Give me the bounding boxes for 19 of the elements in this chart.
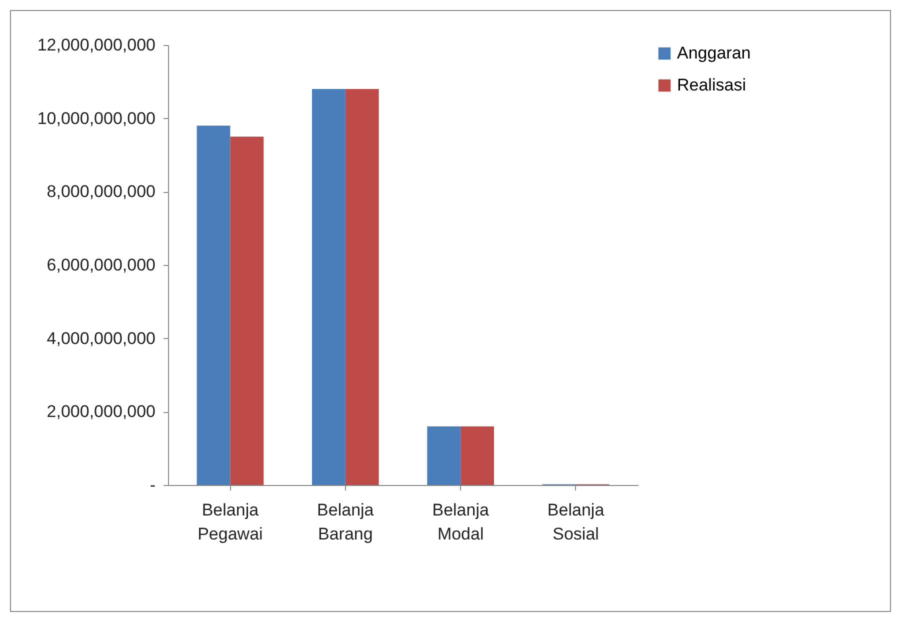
y-tick-label: 10,000,000,000 — [37, 108, 156, 128]
legend-label: Realisasi — [677, 76, 746, 94]
y-tick-label: 8,000,000,000 — [46, 182, 156, 202]
x-tick-label: Belanja Barang — [317, 500, 374, 544]
y-tick-label: 6,000,000,000 — [46, 256, 156, 274]
y-tick-label: 2,000,000,000 — [46, 402, 156, 422]
y-tick-label: 4,000,000,000 — [46, 328, 156, 348]
x-tick-label: Belanja Modal — [432, 500, 490, 544]
bar — [345, 89, 379, 485]
bar — [427, 426, 461, 485]
bar — [312, 89, 346, 485]
legend-label: Anggaran — [677, 44, 751, 62]
bar — [460, 426, 494, 485]
y-tick-label: 12,000,000,000 — [37, 36, 156, 54]
x-tick-label: Belanja Pegawai — [198, 500, 263, 544]
y-tick-label: - — [150, 476, 156, 494]
x-tick-label: Belanja Sosial — [547, 500, 605, 544]
bar — [230, 136, 264, 485]
bar — [196, 126, 230, 485]
